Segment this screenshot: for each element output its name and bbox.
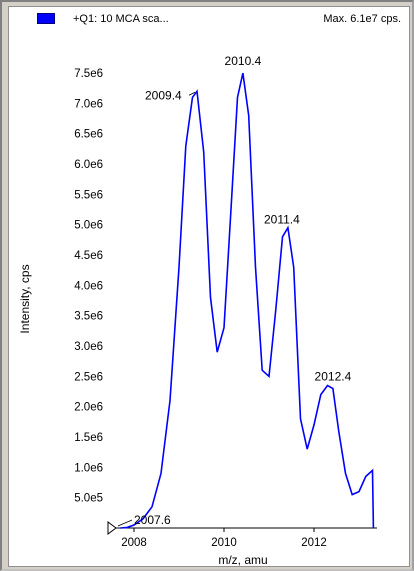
spectrum-chart[interactable]: 5.0e5 1.0e6 1.5e6 2.0e6 2.5e6 3.0e6 3.5e6 4.0e6… <box>9 7 411 568</box>
x-axis-title: m/z, amu <box>218 553 267 567</box>
y-tick-label: 5.0e6 <box>74 220 103 232</box>
y-tick-label: 6.0e6 <box>74 159 103 171</box>
x-axis-ticks: 2008 2010 2012 <box>121 528 327 549</box>
peak-leader-line <box>188 91 196 96</box>
y-tick-label: 2.5e6 <box>74 371 103 383</box>
y-tick-label: 5.5e6 <box>74 189 103 201</box>
y-axis-ticks: 5.0e5 1.0e6 1.5e6 2.0e6 2.5e6 3.0e6 3.5e6 4.0e6… <box>74 68 103 505</box>
peak-label: 2012.4 <box>315 369 352 383</box>
plot-panel: +Q1: 10 MCA sca... Max. 6.1e7 cps. 5.0e5… <box>8 6 410 567</box>
y-tick-label: 7.0e6 <box>74 98 103 110</box>
y-tick-label: 1.5e6 <box>74 432 103 444</box>
peak-annotations: 2007.6 2009.4 2010.4 2011.4 2012.4 <box>117 54 352 527</box>
y-tick-label: 1.0e6 <box>74 462 103 474</box>
y-tick-label: 3.0e6 <box>74 341 103 353</box>
y-axis-title: Intensity, cps <box>18 264 32 333</box>
peak-label: 2010.4 <box>225 54 262 68</box>
y-tick-label: 2.0e6 <box>74 402 103 414</box>
legend-label[interactable]: +Q1: 10 MCA sca... <box>73 13 169 25</box>
max-intensity-text: Max. 6.1e7 cps. <box>323 13 401 25</box>
chart-header: +Q1: 10 MCA sca... Max. 6.1e7 cps. <box>9 7 409 43</box>
peak-leader-line <box>117 519 133 527</box>
peak-label: 2007.6 <box>134 513 171 527</box>
y-tick-label: 6.5e6 <box>74 129 103 141</box>
y-tick-label: 4.0e6 <box>74 280 103 292</box>
y-tick-label: 5.0e5 <box>74 493 103 505</box>
x-tick-label: 2012 <box>301 537 327 549</box>
legend-swatch[interactable] <box>37 13 55 24</box>
y-tick-label: 7.5e6 <box>74 68 103 80</box>
x-tick-label: 2008 <box>121 537 147 549</box>
y-tick-label: 4.5e6 <box>74 250 103 262</box>
y-tick-label: 3.5e6 <box>74 311 103 323</box>
zero-marker-icon[interactable] <box>107 521 117 535</box>
x-tick-label: 2010 <box>211 537 237 549</box>
peak-label: 2009.4 <box>145 88 182 102</box>
peak-label: 2011.4 <box>264 213 300 227</box>
series-line <box>120 72 375 529</box>
